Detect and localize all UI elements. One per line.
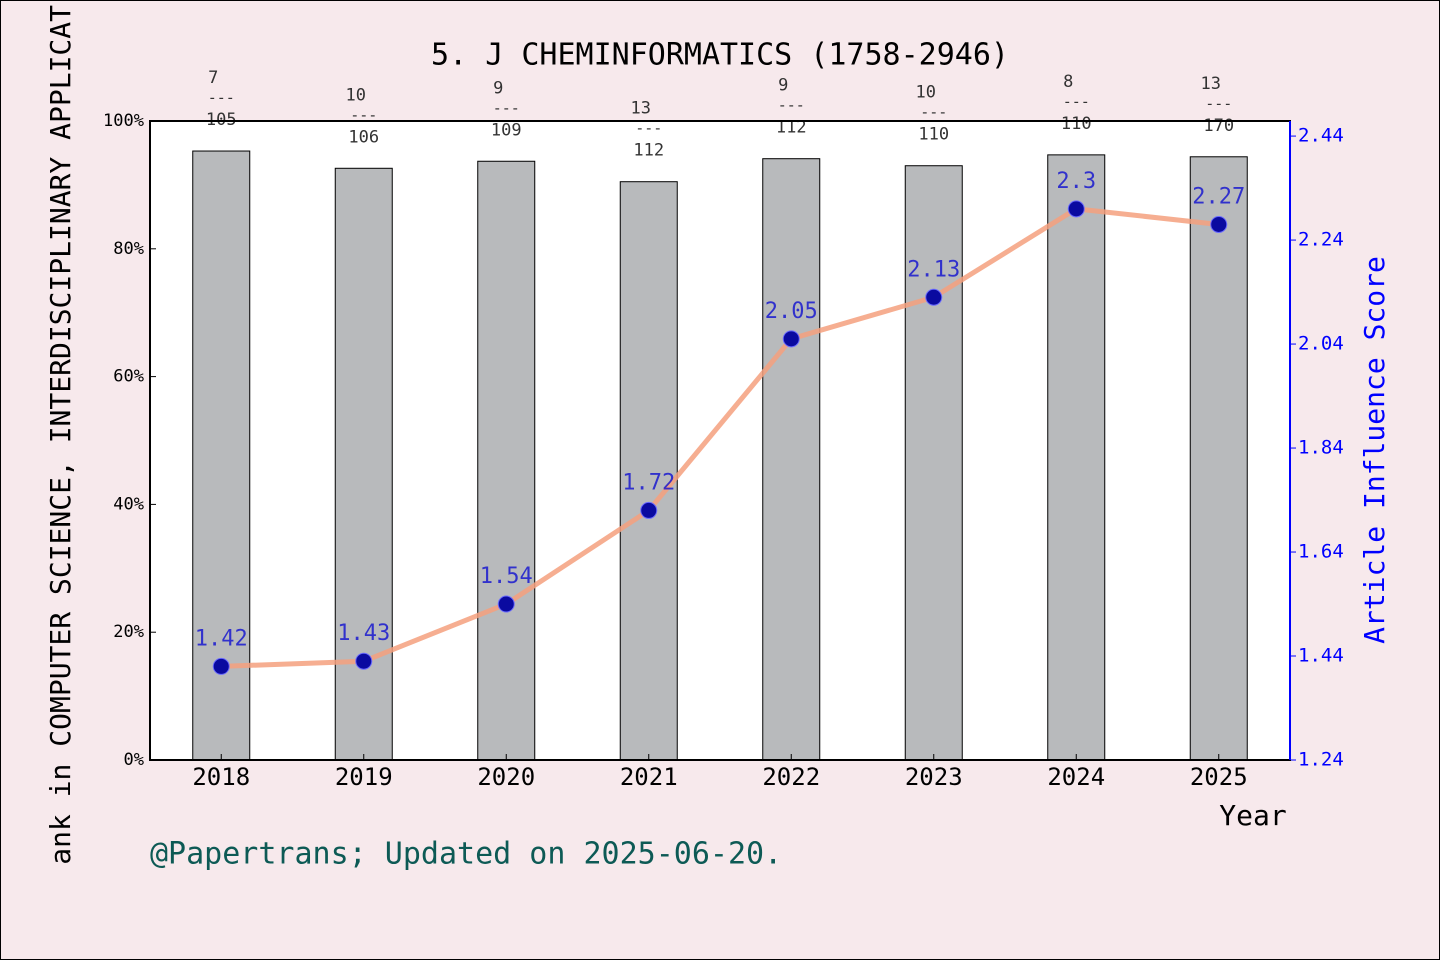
rank-total: 112 bbox=[776, 118, 807, 138]
y2-tick-label: 1.44 bbox=[1298, 645, 1344, 667]
y-tick-label: 60% bbox=[113, 367, 144, 387]
rank-separator: --- bbox=[493, 99, 520, 117]
rank-total: 106 bbox=[348, 127, 379, 147]
rank-total: 110 bbox=[1061, 114, 1092, 134]
rank-total: 170 bbox=[1203, 116, 1234, 136]
value-label: 1.72 bbox=[622, 470, 675, 495]
bar bbox=[762, 158, 821, 761]
marker bbox=[925, 288, 943, 306]
x-tick-label: 2022 bbox=[762, 763, 820, 791]
x-tick-label: 2024 bbox=[1047, 763, 1105, 791]
rank-label: 10 bbox=[916, 83, 936, 103]
value-label: 2.13 bbox=[907, 257, 960, 282]
rank-separator: --- bbox=[635, 119, 662, 137]
marker bbox=[212, 657, 230, 675]
y-tick-label: 40% bbox=[113, 494, 144, 514]
rank-separator: --- bbox=[920, 103, 947, 121]
marker bbox=[640, 501, 658, 519]
bar bbox=[619, 181, 678, 761]
rank-label: 9 bbox=[778, 76, 788, 96]
value-label: 2.27 bbox=[1192, 184, 1245, 209]
y2-tick-label: 2.04 bbox=[1298, 333, 1344, 355]
rank-label: 13 bbox=[1201, 74, 1221, 94]
y2-axis-label: Article Influence Score bbox=[1358, 256, 1391, 644]
y-tick-label: 80% bbox=[113, 239, 144, 259]
rank-label: 9 bbox=[493, 78, 503, 98]
bar bbox=[1047, 154, 1106, 761]
rank-separator: --- bbox=[208, 89, 235, 107]
bar bbox=[1189, 156, 1248, 761]
rank-separator: --- bbox=[1205, 94, 1232, 112]
rank-total: 112 bbox=[633, 141, 664, 161]
x-tick-label: 2021 bbox=[620, 763, 678, 791]
value-label: 2.3 bbox=[1056, 169, 1096, 194]
line bbox=[221, 206, 1220, 669]
marker bbox=[355, 652, 373, 670]
bar bbox=[334, 167, 393, 761]
chart-title: 5. J CHEMINFORMATICS (1758-2946) bbox=[431, 38, 1009, 73]
marker bbox=[497, 595, 515, 613]
x-tick-label: 2020 bbox=[477, 763, 535, 791]
rank-total: 109 bbox=[491, 120, 522, 140]
value-label: 1.54 bbox=[480, 564, 533, 589]
bar bbox=[904, 165, 963, 761]
rank-label: 13 bbox=[631, 99, 651, 119]
y-tick-label: 20% bbox=[113, 622, 144, 642]
y2-tick-label: 1.64 bbox=[1298, 541, 1344, 563]
y2-tick-label: 1.24 bbox=[1298, 749, 1344, 771]
x-tick-label: 2023 bbox=[905, 763, 963, 791]
rank-label: 10 bbox=[346, 85, 366, 105]
y2-tick-label: 1.84 bbox=[1298, 437, 1344, 459]
y-tick-label: 0% bbox=[124, 750, 144, 770]
rank-separator: --- bbox=[778, 96, 805, 114]
x-tick-label: 2018 bbox=[192, 763, 250, 791]
marker bbox=[782, 330, 800, 348]
x-tick-label: 2019 bbox=[335, 763, 393, 791]
footer: @Papertrans; Updated on 2025-06-20. bbox=[150, 837, 782, 872]
rank-separator: --- bbox=[1063, 92, 1090, 110]
x-tick-label: 2025 bbox=[1190, 763, 1248, 791]
value-label: 1.43 bbox=[337, 621, 390, 646]
value-label: 2.05 bbox=[765, 299, 818, 324]
y-tick-label: 100% bbox=[103, 111, 144, 131]
y-axis-label: ank in COMPUTER SCIENCE, INTERDISCIPLINA… bbox=[44, 5, 77, 865]
bar bbox=[477, 160, 536, 761]
rank-label: 8 bbox=[1063, 72, 1073, 92]
y2-tick-label: 2.44 bbox=[1298, 125, 1344, 147]
y2-tick-label: 2.24 bbox=[1298, 229, 1344, 251]
rank-label: 7 bbox=[208, 68, 218, 88]
marker bbox=[1210, 215, 1228, 233]
rank-separator: --- bbox=[350, 106, 377, 124]
rank-total: 110 bbox=[918, 125, 949, 145]
x-axis-label: Year bbox=[1219, 799, 1286, 832]
marker bbox=[1067, 200, 1085, 218]
value-label: 1.42 bbox=[195, 626, 248, 651]
